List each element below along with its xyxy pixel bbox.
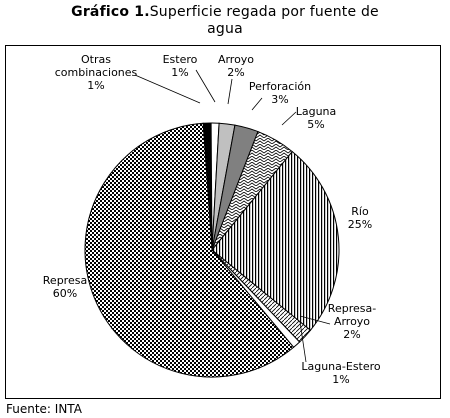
slice-label-represa: Represa 60% xyxy=(43,274,87,300)
leader-line xyxy=(281,111,297,126)
slice-label-perforación: Perforación 3% xyxy=(249,80,311,106)
slice-label-arroyo: Arroyo 2% xyxy=(218,53,254,79)
slice-labels: Otras combinaciones 1% Estero 1% Arroyo 2%Perf… xyxy=(43,53,381,386)
slice-label-laguna-estero: Laguna-Estero 1% xyxy=(301,360,381,386)
leader-lines xyxy=(134,69,331,363)
pie-slices xyxy=(84,122,340,378)
pie-slice-represa xyxy=(84,122,295,378)
leader-line xyxy=(227,78,233,105)
leader-line xyxy=(299,321,307,363)
leader-line xyxy=(251,97,263,111)
slice-label-río: Río 25% xyxy=(348,205,372,231)
leader-line xyxy=(134,74,201,104)
chart-frame xyxy=(5,45,441,399)
slice-label-estero: Estero 1% xyxy=(163,53,198,79)
chart-title-text-line2: agua xyxy=(207,21,243,37)
slice-label-represa-arroyo: Represa-Arroyo 2% xyxy=(328,302,376,341)
chart-title-number: Gráfico 1. xyxy=(71,4,150,20)
chart-title-text: Superficie regada por fuente de xyxy=(149,4,379,20)
leader-line xyxy=(299,315,331,325)
slice-label-laguna: Laguna 5% xyxy=(296,105,337,131)
pie-slice-río xyxy=(211,150,340,331)
slice-label-otras-combinaciones: Otras combinaciones 1% xyxy=(55,53,138,92)
leader-line xyxy=(195,69,216,103)
source-note: Fuente: INTA xyxy=(6,402,82,416)
chart-title: Gráfico 1.Superficie regada por fuente d… xyxy=(0,4,450,38)
